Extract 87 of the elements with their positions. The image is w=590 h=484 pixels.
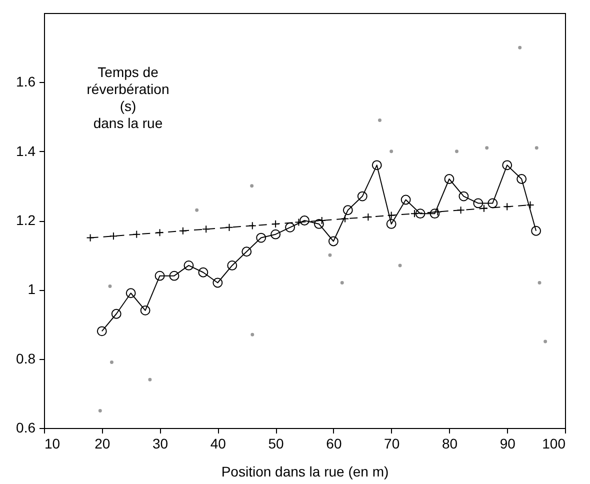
point: [410, 210, 419, 218]
x-tick-label: 10: [44, 436, 60, 452]
point: [455, 150, 458, 154]
point: [456, 206, 465, 214]
point: [390, 150, 394, 154]
point: [108, 284, 112, 288]
point: [256, 232, 266, 243]
point: [250, 332, 254, 336]
point: [538, 281, 542, 284]
x-tick-label: 30: [152, 436, 168, 452]
point: [195, 208, 199, 212]
point: [314, 218, 324, 229]
point: [109, 232, 118, 240]
point: [544, 340, 548, 344]
y-tick-label: 0.8: [16, 350, 36, 366]
point: [198, 267, 208, 278]
point: [156, 228, 164, 237]
point: [378, 118, 382, 122]
point: [184, 260, 194, 270]
point: [202, 225, 210, 234]
point: [154, 270, 165, 281]
x-axis-title: Position dans la rue (en m): [221, 464, 389, 480]
point: [227, 260, 238, 270]
point: [480, 204, 488, 212]
point: [212, 278, 223, 288]
point: [318, 216, 326, 225]
point: [458, 191, 469, 202]
point: [434, 208, 442, 216]
point: [372, 160, 382, 170]
point: [534, 146, 538, 150]
point: [328, 236, 338, 246]
point: [502, 160, 512, 170]
point: [328, 253, 332, 257]
point: [242, 246, 252, 257]
point: [444, 174, 454, 184]
point: [96, 326, 107, 336]
point: [225, 223, 234, 232]
y-tick-label: 1.4: [16, 142, 36, 159]
point: [531, 226, 542, 236]
x-tick-label: 40: [210, 436, 226, 452]
y-tick-label: 1.6: [16, 74, 36, 90]
point: [98, 408, 102, 412]
point: [140, 305, 150, 316]
point: [169, 270, 180, 281]
point: [285, 222, 295, 232]
point: [364, 213, 372, 222]
point: [111, 308, 122, 319]
point: [415, 208, 426, 219]
point: [503, 202, 512, 211]
y-axis-title: Temps de réverbération (s) dans la rue: [86, 64, 170, 131]
x-tick-label: 20: [94, 436, 110, 452]
y-tick-label: 1.2: [16, 212, 36, 228]
point: [430, 208, 440, 219]
y-tick-label: 1: [28, 281, 36, 298]
point: [518, 46, 522, 50]
point: [473, 198, 484, 208]
y-tick-label: 0.6: [16, 420, 36, 436]
x-tick-label: 90: [500, 436, 516, 452]
point: [485, 146, 489, 150]
point: [126, 288, 136, 298]
point: [357, 191, 368, 202]
point: [342, 205, 353, 216]
point: [398, 264, 402, 268]
point: [488, 198, 498, 208]
point: [300, 216, 310, 226]
point: [386, 218, 396, 229]
point: [516, 174, 527, 184]
point: [250, 184, 254, 188]
point: [110, 360, 114, 364]
point: [340, 281, 344, 284]
point: [400, 194, 411, 205]
x-tick-label: 60: [326, 436, 342, 452]
point: [272, 220, 280, 228]
x-tick-label: 50: [268, 436, 284, 452]
point: [270, 229, 281, 240]
point: [340, 214, 350, 223]
point: [387, 211, 396, 220]
point: [526, 200, 534, 209]
point: [132, 230, 141, 238]
point: [148, 378, 152, 382]
point: [248, 222, 256, 230]
point: [178, 226, 187, 235]
x-tick-label: 80: [442, 436, 458, 452]
point: [86, 234, 94, 242]
point: [294, 218, 303, 226]
x-tick-label: 70: [384, 436, 400, 452]
x-tick-label: 100: [542, 436, 566, 452]
